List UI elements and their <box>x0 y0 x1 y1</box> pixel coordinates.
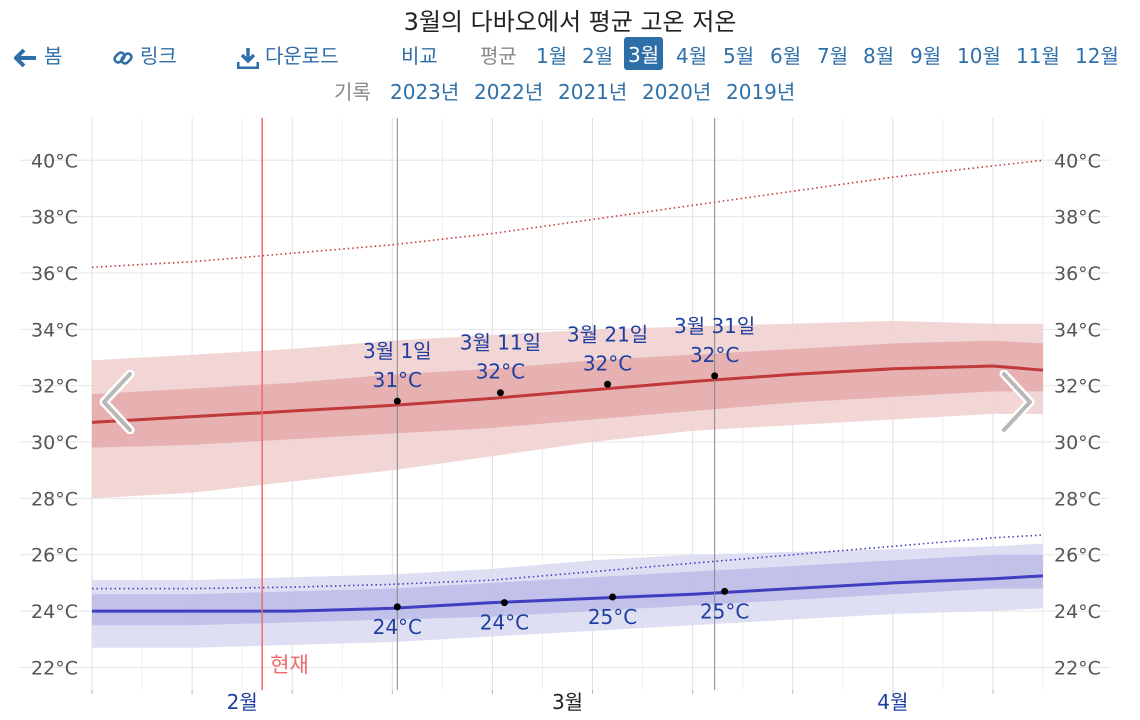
x-month-label: 3월 <box>552 690 583 714</box>
high-mean-line <box>91 364 1044 424</box>
y-tick-label-right: 32°C <box>1054 376 1101 398</box>
download-label: 다운로드 <box>265 44 339 68</box>
compare-link[interactable]: 비교 <box>401 44 438 68</box>
x-month-label: 4월 <box>877 690 908 714</box>
y-tick-label-right: 36°C <box>1054 263 1101 285</box>
history-year-2019[interactable]: 2019년 <box>726 80 796 104</box>
month-jul[interactable]: 7월 <box>817 44 849 68</box>
high-annotation-date: 3월 1일 <box>363 339 432 363</box>
arrow-left-icon <box>14 48 36 67</box>
high-annotation-value: 32°C <box>690 343 739 367</box>
average-label: 평균 <box>480 44 517 68</box>
month-nov[interactable]: 11월 <box>1016 44 1060 68</box>
home-button[interactable]: 봄 <box>14 40 62 69</box>
y-tick-label-right: 40°C <box>1054 150 1101 172</box>
y-tick-label-left: 38°C <box>31 207 78 229</box>
y-tick-label-left: 28°C <box>31 488 78 510</box>
high-annotation-date: 3월 11일 <box>460 331 541 355</box>
month-aug[interactable]: 8월 <box>863 44 895 68</box>
month-feb[interactable]: 2월 <box>582 44 614 68</box>
chevron-right-icon[interactable] <box>996 370 1036 434</box>
home-label: 봄 <box>44 44 63 68</box>
month-may[interactable]: 5월 <box>723 44 755 68</box>
link-label: 링크 <box>140 44 177 68</box>
y-tick-label-right: 22°C <box>1054 657 1101 679</box>
high-annotation-value: 32°C <box>583 351 632 375</box>
y-tick-label-right: 38°C <box>1054 207 1101 229</box>
link-button[interactable]: 링크 <box>112 40 177 69</box>
y-tick-label-left: 32°C <box>31 376 78 398</box>
low-annotation-value: 24°C <box>480 611 529 635</box>
high-annotation-dot <box>393 397 401 405</box>
high-annotation-dot <box>711 372 719 380</box>
low-annotation-value: 25°C <box>588 605 637 629</box>
high-annotation-value: 31°C <box>373 368 422 392</box>
history-bar: 기록 2023년 2022년 2021년 2020년 2019년 <box>0 76 1140 106</box>
history-year-2020[interactable]: 2020년 <box>642 80 712 104</box>
month-mar-active[interactable]: 3월 <box>624 37 664 70</box>
chevron-left-icon[interactable] <box>98 370 138 434</box>
month-sep[interactable]: 9월 <box>910 44 942 68</box>
high-annotation-dot <box>604 380 612 388</box>
y-tick-label-left: 40°C <box>31 150 78 172</box>
month-jun[interactable]: 6월 <box>770 44 802 68</box>
y-tick-label-right: 28°C <box>1054 488 1101 510</box>
now-label: 현재 <box>270 653 309 677</box>
month-jan[interactable]: 1월 <box>536 44 568 68</box>
y-tick-label-right: 24°C <box>1054 601 1101 623</box>
y-tick-label-left: 36°C <box>31 263 78 285</box>
link-icon <box>113 50 133 65</box>
y-tick-label-left: 22°C <box>31 657 78 679</box>
high-record-line <box>91 159 1044 269</box>
low-annotation-value: 25°C <box>700 599 749 623</box>
y-tick-label-left: 26°C <box>31 545 78 567</box>
month-apr[interactable]: 4월 <box>676 44 708 68</box>
page-title: 3월의 다바오에서 평균 고온 저온 <box>403 8 737 36</box>
low-annotation-dot <box>500 599 508 607</box>
high-annotation-date: 3월 31일 <box>674 314 755 338</box>
y-tick-label-left: 34°C <box>31 319 78 341</box>
nav-bar: 봄 링크 다운로드 비교 평균 1월 2월 3월 4월 5월 6월 7월 8월 … <box>0 37 1140 72</box>
x-month-label: 2월 <box>227 690 258 714</box>
y-tick-label-right: 34°C <box>1054 319 1101 341</box>
low-annotation-value: 24°C <box>373 615 422 639</box>
low-annotation-dot <box>609 593 617 601</box>
month-dec[interactable]: 12월 <box>1075 44 1119 68</box>
history-year-2023[interactable]: 2023년 <box>390 80 460 104</box>
history-year-2022[interactable]: 2022년 <box>474 80 544 104</box>
high-band-inner <box>92 340 1043 448</box>
download-button[interactable]: 다운로드 <box>237 40 339 69</box>
low-record-line <box>92 534 1044 590</box>
history-label: 기록 <box>334 80 371 104</box>
download-icon <box>237 47 259 69</box>
low-annotation-dot <box>721 587 729 595</box>
low-annotation-dot <box>393 603 401 611</box>
high-annotation-dot <box>496 389 504 397</box>
low-mean-line <box>92 574 1044 613</box>
low-band-inner <box>92 554 1043 626</box>
y-tick-label-left: 30°C <box>31 432 78 454</box>
high-annotation-value: 32°C <box>476 360 525 384</box>
month-oct[interactable]: 10월 <box>957 44 1001 68</box>
y-tick-label-left: 24°C <box>31 601 78 623</box>
y-tick-label-right: 26°C <box>1054 545 1101 567</box>
high-annotation-date: 3월 21일 <box>567 322 648 346</box>
history-year-2021[interactable]: 2021년 <box>558 80 628 104</box>
y-tick-label-right: 30°C <box>1054 432 1101 454</box>
